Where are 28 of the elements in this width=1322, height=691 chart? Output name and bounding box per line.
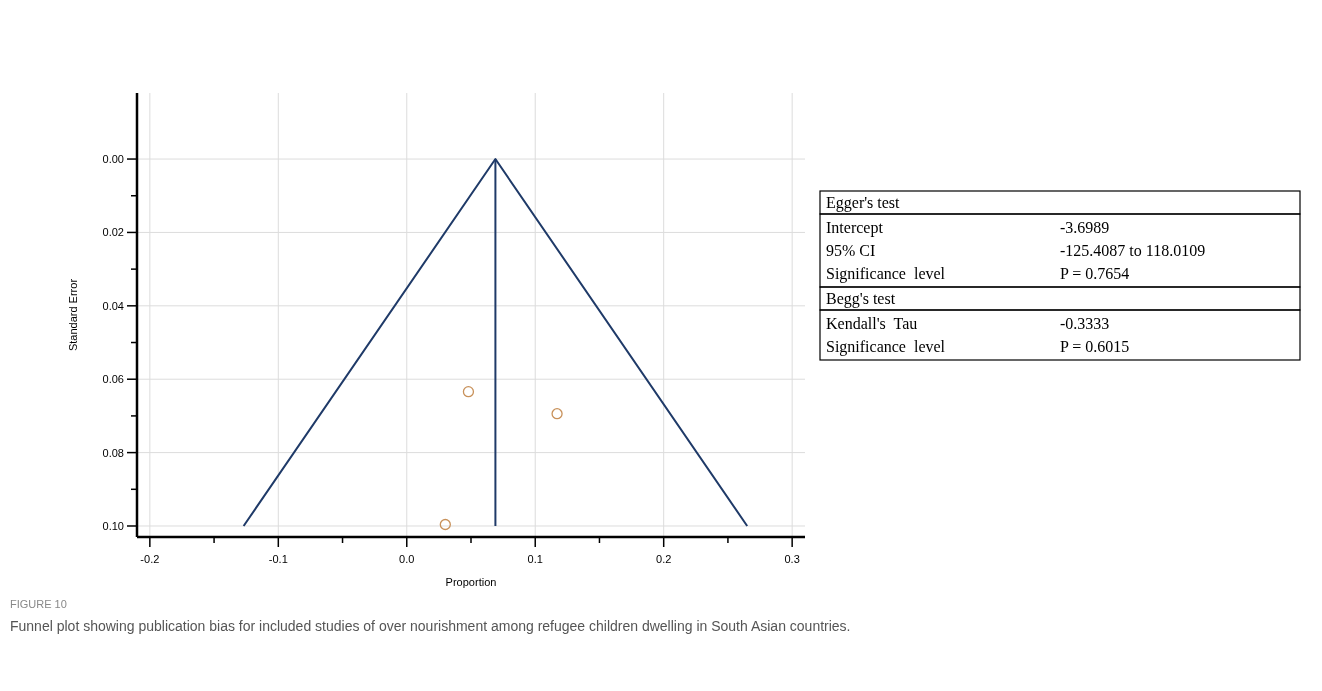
y-tick-label: 0.04 [102, 299, 124, 312]
y-tick-label: 0.02 [102, 226, 124, 239]
y-axis-title: Standard Error [67, 278, 79, 352]
y-tick-label: 0.00 [102, 153, 124, 166]
text: Significance level [826, 265, 946, 283]
x-tick-label: 0.0 [399, 553, 415, 565]
x-tick-label: 0.3 [784, 553, 800, 565]
x-tick-label: 0.2 [656, 553, 672, 565]
text: Egger's test [826, 194, 901, 212]
text: Funnel plot showing publication bias for included studies of over nourishment among refugee children dwelling in South Asian countries. [10, 618, 851, 634]
text: -0.3333 [1060, 315, 1110, 332]
text: 95% CI [826, 242, 876, 259]
text: Begg's test [826, 290, 896, 308]
x-axis-title: Proportion [445, 576, 497, 588]
y-tick-label: 0.10 [102, 519, 124, 532]
text: P = 0.7654 [1060, 265, 1130, 282]
caption: FIGURE 10 [10, 598, 67, 610]
y-tick-label: 0.08 [102, 446, 124, 459]
text: Intercept [826, 219, 884, 237]
text: -3.6989 [1060, 219, 1110, 236]
text: Significance level [826, 338, 946, 356]
text: -125.4087 to 118.0109 [1060, 242, 1206, 259]
x-tick-label: -0.1 [268, 553, 288, 565]
y-tick-label: 0.06 [102, 373, 124, 386]
x-tick-label: 0.1 [527, 553, 543, 565]
x-tick-label: -0.2 [140, 553, 160, 565]
text: P = 0.6015 [1060, 338, 1130, 355]
text: Kendall's Tau [826, 315, 918, 332]
